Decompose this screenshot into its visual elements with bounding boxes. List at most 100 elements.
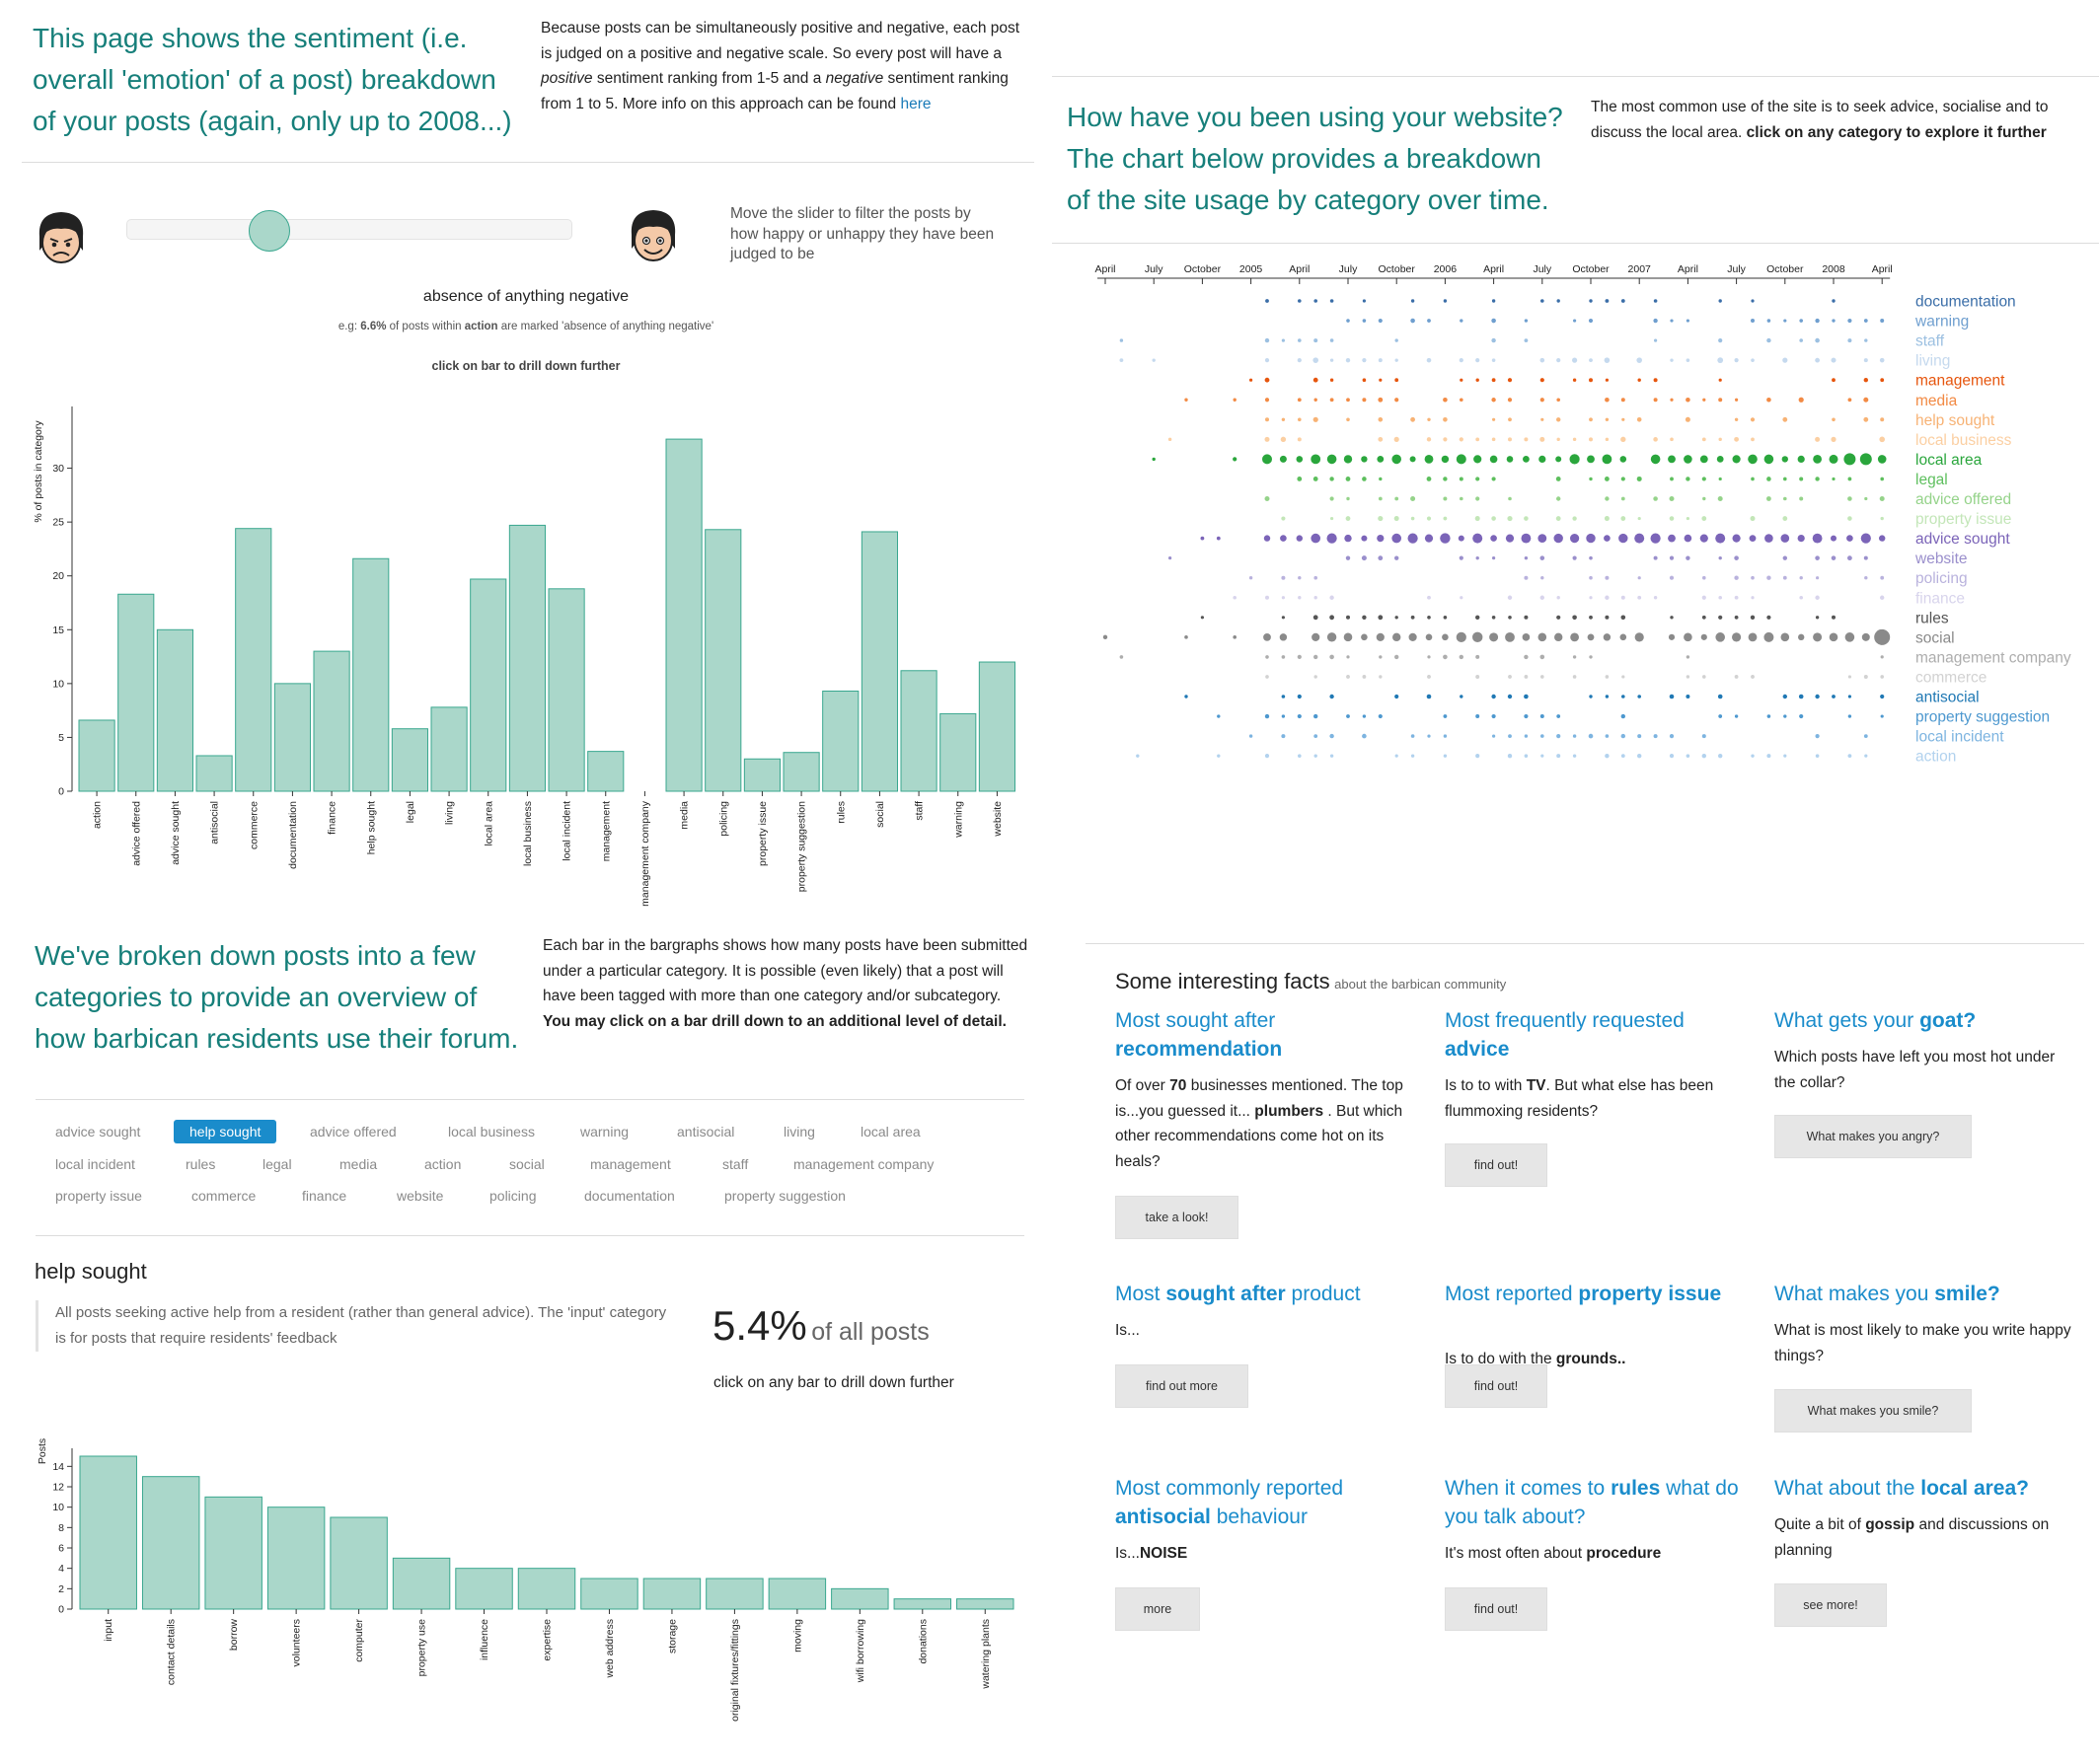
dot-social[interactable] — [1684, 632, 1692, 642]
dot-finance[interactable] — [1460, 596, 1463, 600]
dot-local-incident[interactable] — [1588, 733, 1594, 739]
dot-social[interactable] — [1233, 635, 1237, 639]
dot-management[interactable] — [1394, 378, 1399, 383]
dot-advice-sought[interactable] — [1216, 536, 1221, 541]
dot-local-business[interactable] — [1605, 437, 1610, 442]
dot-local-incident[interactable] — [1443, 734, 1448, 738]
tag-antisocial[interactable]: antisocial — [677, 1124, 735, 1139]
dot-legal[interactable] — [1475, 477, 1480, 481]
dot-legal[interactable] — [1605, 477, 1610, 481]
dot-legal[interactable] — [1880, 477, 1884, 481]
dot-rules[interactable] — [1670, 616, 1674, 620]
dot-staff[interactable] — [1847, 338, 1852, 343]
dot-local-business[interactable] — [1491, 437, 1496, 442]
dot-social[interactable] — [1326, 632, 1337, 642]
dot-local-business[interactable] — [1524, 437, 1529, 442]
dot-advice-sought[interactable] — [1684, 534, 1692, 543]
dot-legal[interactable] — [1491, 477, 1496, 481]
dot-legal[interactable] — [1459, 477, 1463, 481]
dot-rules[interactable] — [1362, 615, 1367, 620]
dot-warning[interactable] — [1362, 319, 1367, 323]
dot-warning[interactable] — [1427, 319, 1431, 323]
dot-staff[interactable] — [1329, 338, 1334, 342]
dot-management[interactable] — [1362, 378, 1367, 382]
dot-management-company[interactable] — [1265, 655, 1269, 659]
dot-antisocial[interactable] — [1394, 694, 1399, 699]
dot-documentation[interactable] — [1362, 299, 1366, 303]
dot-advice-sought[interactable] — [1326, 533, 1337, 544]
dot-advice-sought[interactable] — [1263, 535, 1271, 542]
dot-property-suggestion[interactable] — [1734, 714, 1739, 718]
dot-rules[interactable] — [1329, 615, 1334, 621]
legend-action[interactable]: action — [1915, 749, 1956, 766]
dot-staff[interactable] — [1654, 338, 1658, 342]
dot-advice-sought[interactable] — [1699, 534, 1708, 543]
dot-action[interactable] — [1686, 754, 1690, 758]
dot-antisocial[interactable] — [1880, 694, 1885, 699]
dot-living[interactable] — [1717, 357, 1724, 364]
legend-antisocial[interactable]: antisocial — [1915, 690, 1980, 706]
dot-local-area[interactable] — [1813, 455, 1822, 464]
dot-advice-offered[interactable] — [1460, 496, 1463, 501]
dot-finance[interactable] — [1281, 596, 1285, 600]
dot-website[interactable] — [1589, 555, 1593, 560]
dot-advice-sought[interactable] — [1586, 533, 1596, 544]
bar-donations[interactable] — [893, 1598, 952, 1610]
fact-button-what-makes-you-smile[interactable]: What makes you smile? — [1774, 1389, 1972, 1433]
dot-action[interactable] — [1298, 754, 1302, 758]
dot-social[interactable] — [1343, 632, 1353, 642]
dot-local-area[interactable] — [1877, 455, 1887, 464]
dot-property-suggestion[interactable] — [1362, 714, 1367, 718]
bar-influence[interactable] — [455, 1568, 513, 1610]
dot-local-area[interactable] — [1684, 455, 1692, 464]
dot-living[interactable] — [1782, 357, 1788, 363]
dot-local-business[interactable] — [1718, 437, 1722, 442]
dot-media[interactable] — [1670, 398, 1674, 402]
dot-property-suggestion[interactable] — [1556, 714, 1561, 718]
dot-warning[interactable] — [1653, 318, 1658, 324]
bar-web-address[interactable] — [580, 1578, 638, 1610]
dot-help-sought[interactable] — [1734, 417, 1739, 421]
dot-property-issue[interactable] — [1686, 516, 1689, 521]
dot-antisocial[interactable] — [1605, 695, 1610, 698]
dot-management-company[interactable] — [1539, 654, 1545, 660]
dot-advice-sought[interactable] — [1570, 534, 1580, 544]
dot-living[interactable] — [1345, 357, 1351, 363]
dot-local-business[interactable] — [1879, 436, 1885, 443]
tag-commerce[interactable]: commerce — [191, 1188, 257, 1204]
dot-antisocial[interactable] — [1297, 694, 1302, 699]
dot-social[interactable] — [1279, 633, 1288, 641]
dot-property-suggestion[interactable] — [1443, 714, 1448, 718]
dot-local-incident[interactable] — [1653, 734, 1658, 739]
dot-action[interactable] — [1637, 753, 1642, 759]
dot-help-sought[interactable] — [1556, 417, 1561, 422]
dot-media[interactable] — [1620, 398, 1625, 403]
dot-action[interactable] — [1410, 754, 1415, 758]
dot-media[interactable] — [1507, 398, 1513, 403]
dot-media[interactable] — [1346, 398, 1350, 403]
dot-local-business[interactable] — [1572, 437, 1577, 442]
dot-living[interactable] — [1636, 357, 1642, 363]
dot-action[interactable] — [1620, 754, 1625, 759]
dot-policing[interactable] — [1734, 575, 1739, 580]
dot-local-incident[interactable] — [1248, 734, 1253, 738]
dot-website[interactable] — [1718, 555, 1722, 560]
dot-action[interactable] — [1443, 754, 1448, 758]
dot-media[interactable] — [1362, 398, 1367, 403]
bar-legal[interactable] — [391, 728, 429, 792]
dot-advice-offered[interactable] — [1702, 496, 1706, 501]
dot-local-incident[interactable] — [1605, 734, 1610, 738]
dot-documentation[interactable] — [1653, 299, 1658, 303]
dot-local-area[interactable] — [1473, 455, 1482, 464]
dot-social[interactable] — [1829, 632, 1838, 642]
dot-antisocial[interactable] — [1507, 694, 1513, 699]
dot-commerce[interactable] — [1362, 675, 1367, 679]
dot-help-sought[interactable] — [1492, 417, 1496, 421]
dot-documentation[interactable] — [1540, 299, 1544, 303]
dot-media[interactable] — [1233, 398, 1237, 402]
dot-warning[interactable] — [1766, 319, 1771, 323]
dot-action[interactable] — [1136, 754, 1140, 758]
dot-media[interactable] — [1605, 397, 1610, 403]
dot-property-suggestion[interactable] — [1491, 713, 1496, 719]
dot-media[interactable] — [1702, 398, 1706, 402]
